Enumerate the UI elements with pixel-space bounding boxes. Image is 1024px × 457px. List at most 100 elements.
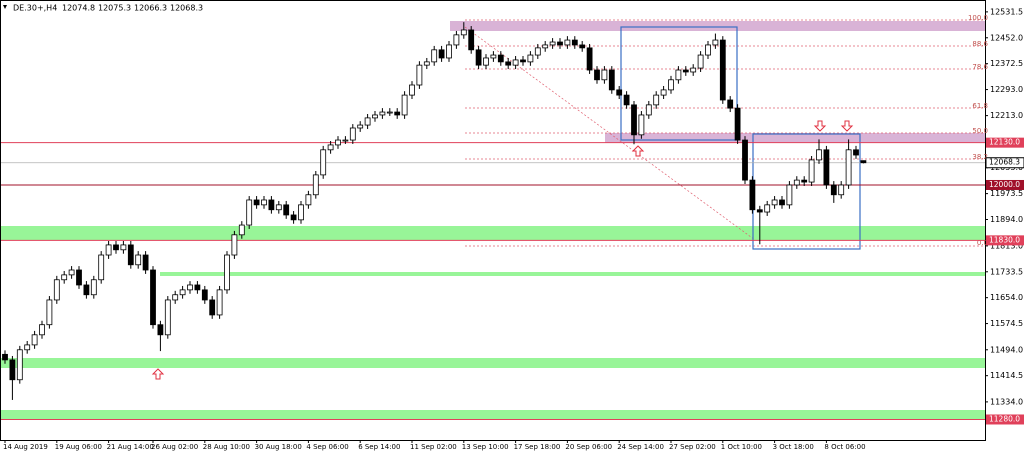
candle-body [601, 69, 608, 81]
demand-zone [1, 410, 985, 420]
candle-body [505, 61, 512, 66]
candle-body [61, 274, 68, 281]
supply-zone [450, 21, 985, 31]
level-label: 12000.0 [989, 180, 1020, 189]
candle-body [335, 139, 341, 146]
candle-body [172, 294, 179, 301]
candle-body [586, 47, 593, 71]
candle-body [697, 54, 704, 69]
candle-body [9, 359, 16, 381]
candle-body [468, 29, 475, 51]
y-tick-label: 11494.0 [990, 345, 1023, 354]
demand-zone [1, 358, 985, 368]
candle-body [372, 114, 378, 119]
candle-body [816, 149, 822, 161]
candle-body [238, 224, 245, 236]
candle-body [98, 254, 105, 281]
candle-body [616, 89, 623, 96]
level-label: 11280.0 [989, 414, 1020, 423]
candle-body [135, 254, 142, 266]
candle-body [446, 44, 452, 59]
candle-body [557, 41, 563, 46]
candle-body [668, 79, 674, 91]
candle-body [268, 199, 275, 211]
candle-body [527, 54, 534, 63]
arrows [151, 120, 854, 380]
candle-body [490, 54, 497, 59]
fib-label: 50.0 [972, 127, 988, 135]
level-tag [986, 414, 1024, 425]
candle-body [579, 44, 586, 49]
candle-body [364, 117, 371, 126]
candle-body [24, 344, 31, 351]
candle-body [512, 59, 519, 66]
candle-body [705, 44, 711, 56]
x-tick-label: 8 Oct 06:00 [824, 443, 865, 451]
candle-body [305, 194, 312, 206]
candle-body [564, 39, 571, 46]
x-tick-label: 27 Sep 02:00 [669, 443, 716, 451]
candle-body [327, 144, 334, 151]
candle-body [690, 67, 697, 73]
y-tick-label: 11334.0 [990, 397, 1023, 406]
y-tick-label: 12213.0 [990, 111, 1023, 120]
candle-body [483, 57, 489, 66]
level-tag [986, 137, 1024, 148]
candle-body [2, 353, 8, 361]
candle-body [660, 89, 667, 96]
candle-body [808, 159, 815, 183]
candle-body [105, 244, 112, 256]
candle-body [127, 244, 134, 266]
candle-body [497, 54, 504, 63]
y-tick-label: 11654.0 [990, 293, 1023, 302]
x-tick-label: 14 Aug 2019 [3, 443, 48, 451]
candle-body [675, 69, 682, 81]
y-tick-label: 12372.5 [990, 59, 1023, 68]
candle-body [453, 34, 460, 46]
header-close: 12068.3 [170, 4, 203, 13]
candle-body [423, 61, 430, 66]
candle-body [224, 254, 230, 291]
x-tick-label: 6 Sep 14:00 [358, 443, 400, 451]
menu-icon[interactable] [3, 5, 7, 9]
candle-body [416, 64, 423, 86]
candle-body [719, 39, 726, 101]
header-low: 12066.3 [134, 4, 167, 13]
candle-body [157, 324, 164, 336]
candle-body [401, 94, 408, 116]
x-tick-label: 28 Aug 10:00 [203, 443, 250, 451]
fib-label: 88.6 [972, 40, 988, 48]
range-box [620, 26, 738, 141]
candle-body [764, 204, 771, 213]
candle-body [120, 244, 127, 251]
candle-body [793, 179, 800, 186]
candle-body [431, 49, 438, 63]
y-tick-label: 12452.0 [990, 33, 1023, 42]
demand-zone [160, 272, 985, 276]
candle-body [771, 199, 778, 206]
x-tick-label: 13 Sep 10:00 [462, 443, 509, 451]
candle-body [623, 94, 630, 106]
candle-body [653, 94, 660, 106]
fib-label: 100.0 [968, 14, 988, 22]
candle-body [734, 107, 741, 141]
candle-body [194, 284, 201, 291]
candle-body [39, 324, 45, 336]
current-price-tag [985, 157, 1024, 169]
candle-body [231, 234, 238, 256]
candle-body [312, 174, 319, 196]
candle-body [201, 289, 208, 301]
candle-body [608, 69, 615, 91]
candle-body [379, 111, 386, 116]
candle-body [261, 199, 267, 206]
x-tick-label: 3 Oct 18:00 [773, 443, 814, 451]
x-tick-label: 1 Oct 10:00 [721, 443, 762, 451]
candle-body [113, 244, 119, 251]
candle-body [150, 269, 156, 326]
x-tick-label: 17 Sep 18:00 [514, 443, 561, 451]
candle-body [164, 299, 171, 336]
x-tick-label: 30 Aug 18:00 [255, 443, 302, 451]
candle-body [438, 49, 445, 59]
candle-body [727, 99, 734, 109]
